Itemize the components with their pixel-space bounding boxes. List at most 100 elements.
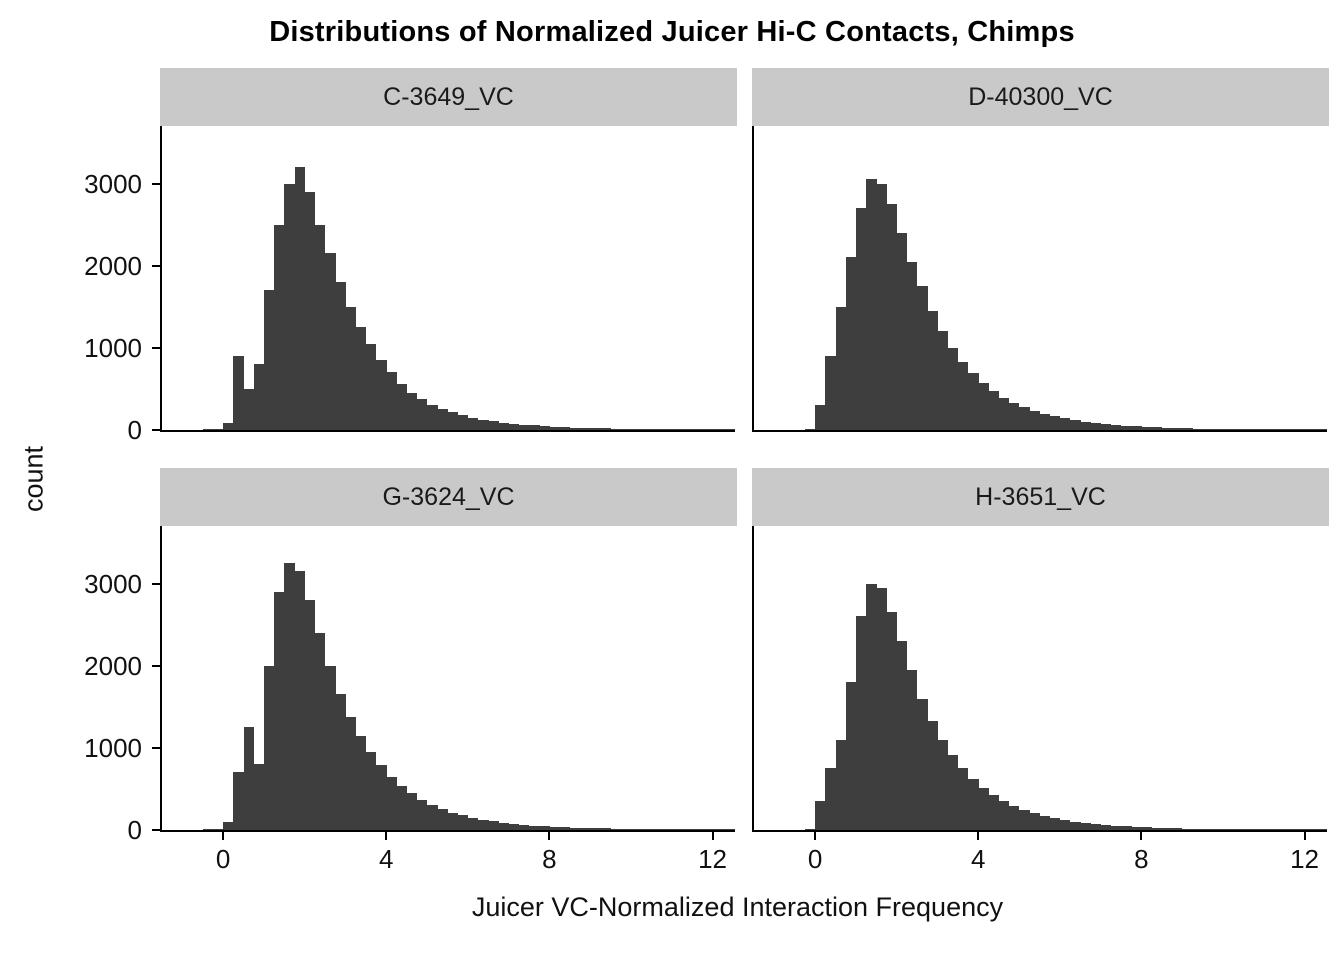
- histogram-bar: [1233, 829, 1244, 830]
- histogram-bar: [835, 739, 847, 830]
- y-tick-mark: [152, 664, 160, 667]
- histogram-bar: [978, 383, 989, 430]
- histogram-bar: [620, 828, 632, 830]
- histogram-bar: [355, 327, 367, 430]
- facet-strip-label: C-3649_VC: [383, 82, 514, 111]
- histogram-bar: [722, 429, 734, 430]
- histogram-bar: [559, 827, 571, 830]
- histogram-bar: [681, 829, 693, 830]
- histogram-bar: [274, 224, 285, 430]
- histogram-bar: [988, 391, 999, 430]
- histogram-bar: [1192, 428, 1203, 430]
- histogram-bar: [876, 183, 887, 430]
- histogram-bar: [825, 356, 836, 430]
- x-tick-mark: [548, 832, 551, 840]
- histogram-bar: [212, 829, 224, 830]
- histogram-bar: [294, 571, 306, 830]
- histogram-bar: [1182, 828, 1193, 830]
- histogram-bar: [579, 827, 591, 830]
- histogram-bar: [1253, 429, 1265, 430]
- y-tick-mark: [152, 746, 160, 749]
- histogram-bar: [529, 425, 540, 430]
- histogram-bar: [988, 795, 999, 830]
- histogram-bar: [927, 720, 938, 830]
- histogram-bar: [447, 412, 458, 430]
- histogram-bar: [335, 282, 346, 430]
- histogram-bar: [365, 751, 377, 830]
- histogram-bar: [549, 826, 560, 830]
- histogram-bar: [263, 665, 275, 830]
- histogram-bar: [223, 423, 234, 430]
- histogram-bar: [1284, 829, 1295, 830]
- histogram-bar: [498, 822, 509, 830]
- histogram-bar: [692, 829, 703, 830]
- histogram-bar: [253, 364, 265, 430]
- histogram-bar: [314, 632, 326, 830]
- y-tick-label: 2000: [84, 250, 142, 281]
- histogram-bar: [610, 428, 622, 430]
- histogram-bar: [1171, 828, 1183, 830]
- histogram-bar: [1080, 822, 1091, 830]
- histogram-bar: [559, 427, 571, 430]
- histogram-bar: [937, 331, 948, 430]
- histogram-bar: [325, 665, 336, 830]
- histogram-bar: [968, 373, 979, 430]
- histogram-bar: [396, 785, 407, 830]
- histogram-bar: [233, 772, 244, 830]
- histogram-bar: [886, 204, 898, 430]
- histogram-bar: [998, 800, 1010, 830]
- histogram-bar: [732, 429, 735, 430]
- x-tick-label: 12: [1290, 844, 1319, 874]
- histogram-bar: [1100, 424, 1112, 430]
- histogram-bar: [1039, 413, 1050, 430]
- x-tick-label: 0: [215, 844, 231, 874]
- histogram-bar: [202, 829, 214, 830]
- histogram-bar: [1151, 427, 1163, 430]
- histogram-bar: [539, 426, 550, 430]
- histogram-bar: [917, 286, 928, 430]
- histogram-bar: [1121, 425, 1132, 430]
- histogram-bar: [457, 415, 469, 430]
- facet-panel-g3624: [160, 526, 735, 832]
- histogram-bar: [1008, 402, 1020, 430]
- histogram-bar: [376, 360, 387, 430]
- y-tick-mark: [152, 346, 160, 349]
- histogram-bar: [1161, 427, 1173, 430]
- facet-panel-h3651: [752, 526, 1327, 832]
- histogram-bar: [620, 428, 632, 430]
- histogram-bar: [815, 801, 826, 830]
- histogram-bar: [1110, 424, 1122, 430]
- histogram-bar: [1049, 416, 1061, 430]
- y-axis-title: count: [18, 445, 49, 513]
- histogram-bar: [233, 356, 244, 430]
- histogram-bar: [692, 429, 703, 430]
- y-tick-mark: [152, 582, 160, 585]
- histogram-bar: [630, 428, 642, 430]
- histogram-bar: [835, 306, 847, 430]
- histogram-bar: [1202, 828, 1214, 830]
- histogram-bar: [855, 208, 867, 430]
- y-tick-mark: [152, 829, 160, 831]
- histogram-bar: [284, 183, 295, 430]
- histogram-bar: [498, 422, 509, 430]
- histogram-bar: [1019, 407, 1030, 430]
- histogram-bar: [202, 429, 214, 430]
- histogram-bar: [630, 829, 642, 830]
- facet-panel-d40300: [752, 126, 1327, 432]
- histogram-bar: [1233, 429, 1244, 430]
- histogram-bar: [661, 829, 673, 830]
- x-tick-mark: [385, 832, 388, 840]
- histogram-bar: [845, 682, 857, 830]
- histogram-bar: [396, 383, 407, 430]
- histogram-bar: [478, 819, 489, 830]
- histogram-bar: [518, 824, 530, 830]
- x-tick-mark: [1303, 832, 1306, 840]
- histogram-bar: [1049, 818, 1061, 830]
- histogram-bar: [947, 755, 959, 830]
- histogram-bar: [917, 698, 928, 830]
- histogram-bar: [1284, 429, 1295, 430]
- histogram-bar: [1294, 829, 1305, 830]
- histogram-bar: [845, 257, 857, 430]
- histogram-bar: [1273, 429, 1285, 430]
- histogram-bar: [467, 417, 479, 430]
